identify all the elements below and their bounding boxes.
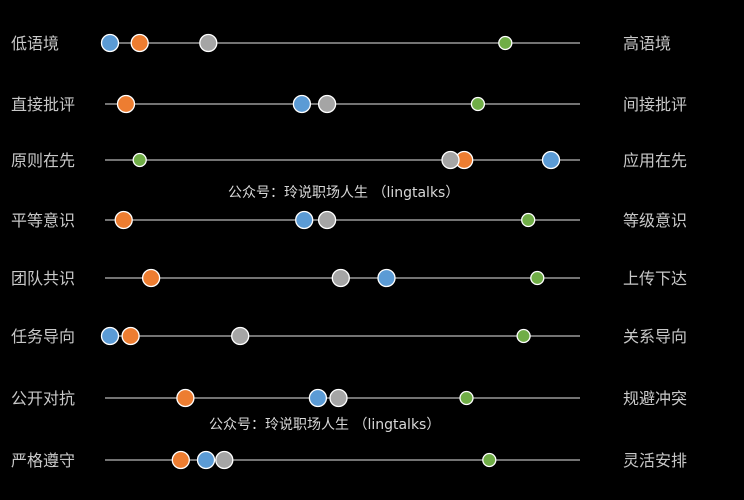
blue-point [295, 210, 314, 230]
orange-point [116, 94, 136, 114]
dimension-row: 直接批评 间接批评 [11, 94, 687, 114]
left-pole-label: 任务导向 [11, 327, 75, 346]
green-point [530, 270, 545, 286]
gray-point [231, 326, 250, 346]
right-pole-label: 间接批评 [623, 95, 687, 114]
dimension-row: 严格遵守 灵活安排 [11, 450, 687, 470]
green-point [498, 35, 513, 51]
right-pole-label: 应用在先 [623, 151, 687, 170]
right-pole-label: 灵活安排 [623, 451, 687, 470]
green-point [521, 212, 536, 228]
left-pole-label: 团队共识 [11, 269, 75, 288]
watermark: 公众号：玲说职场人生 （lingtalks） [228, 185, 459, 201]
blue-point [377, 268, 396, 288]
orange-point [176, 388, 195, 408]
left-pole-label: 直接批评 [11, 95, 75, 114]
green-point [482, 452, 497, 468]
gray-point [199, 33, 218, 53]
blue-point [196, 450, 216, 470]
left-pole-label: 严格遵守 [11, 451, 75, 470]
green-point [470, 96, 486, 112]
gray-point [329, 388, 348, 408]
green-point [132, 152, 147, 168]
blue-point [292, 94, 312, 114]
gray-point [441, 150, 460, 170]
green-point [459, 390, 474, 406]
dimension-row: 公开对抗 规避冲突 [11, 388, 687, 408]
orange-point [114, 210, 133, 230]
left-pole-label: 公开对抗 [11, 389, 75, 408]
gray-point [317, 94, 337, 114]
dimension-row: 低语境 高语境 [11, 33, 671, 53]
blue-point [100, 33, 120, 53]
left-pole-label: 平等意识 [11, 211, 75, 230]
right-pole-label: 等级意识 [623, 211, 687, 230]
watermark: 公众号：玲说职场人生 （lingtalks） [209, 417, 440, 433]
right-pole-label: 关系导向 [623, 327, 687, 346]
gray-point [331, 268, 350, 288]
orange-point [130, 33, 149, 53]
blue-point [100, 326, 120, 346]
dimension-row: 原则在先 应用在先 [11, 150, 687, 170]
dimension-row: 团队共识 上传下达 [11, 268, 687, 288]
blue-point [308, 388, 328, 408]
blue-point [541, 150, 561, 170]
orange-point [121, 326, 140, 346]
gray-point [317, 210, 337, 230]
dimension-row: 平等意识 等级意识 [11, 210, 687, 230]
right-pole-label: 高语境 [623, 34, 671, 53]
left-pole-label: 原则在先 [11, 151, 75, 170]
orange-point [141, 268, 161, 288]
orange-point [171, 450, 190, 470]
dimension-row: 任务导向 关系导向 [11, 326, 687, 346]
right-pole-label: 规避冲突 [623, 389, 687, 408]
left-pole-label: 低语境 [11, 34, 59, 53]
green-point [516, 328, 531, 344]
gray-point [215, 450, 234, 470]
right-pole-label: 上传下达 [623, 269, 687, 288]
